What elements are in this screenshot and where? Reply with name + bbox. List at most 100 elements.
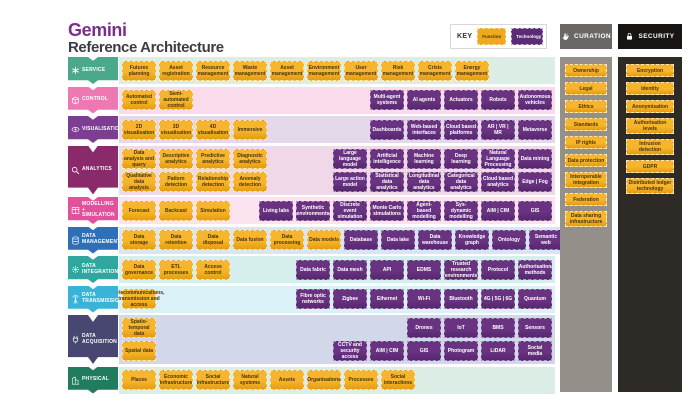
data-integration-band: Data governance ETL processes Access contr… [119, 256, 555, 283]
technology-box: 4G | 5G | 6G [481, 289, 515, 309]
function-box: Natural systems [233, 370, 267, 390]
technology-group: Living labs Synthetic environments Discret… [259, 200, 552, 221]
function-group: Data analysis and query Descriptive analy… [122, 148, 267, 169]
function-box: ETL processes [159, 259, 193, 280]
technology-box: Sys-dynamic modelling [444, 200, 478, 221]
technology-box: IoT [444, 318, 478, 338]
analytics-band: Data analysis and query Descriptive analy… [119, 145, 555, 195]
layer-row-visualisation: VISUALISATION 2D visualisation 3D visualis… [68, 116, 555, 143]
technology-box: Multi-agent systems [370, 90, 404, 110]
layer-label: DATA ACQUISITION [82, 332, 117, 345]
page-subtitle: Reference Architecture [68, 39, 224, 56]
box-line: Spatial data CCTV and security access AIM … [122, 341, 552, 361]
technology-box: Knowledge graph [455, 230, 489, 250]
technology-box: Data mining [518, 148, 552, 169]
modelling-simulation-band: Forecast Backcast Simulation Living labs Syn… [119, 197, 555, 224]
hand-icon [561, 32, 570, 41]
layer-label: VISUALISATION [82, 125, 123, 132]
function-box: Crisis management [418, 60, 452, 81]
technology-box: Data lake [381, 230, 415, 250]
layer-label: ANALYTICS [82, 166, 112, 173]
box-line: Data governance ETL processes Access contr… [122, 259, 552, 280]
box-line: Forecast Backcast Simulation Living labs Syn… [122, 200, 552, 221]
function-box: Predictive analytics [196, 148, 230, 169]
data-management-banner: DATA MANAGEMENT [68, 226, 118, 254]
key-label: KEY [457, 33, 473, 40]
padlock-icon [625, 32, 634, 41]
data-integration-banner: DATA INTEGRATION [68, 256, 118, 283]
function-box: Resource management [196, 60, 230, 81]
technology-group: Large language model Artificial intellige… [333, 148, 552, 169]
curation-header: CURATION [560, 24, 612, 49]
technology-box: Dashboards [370, 119, 404, 140]
function-box: 3D visualisation [159, 119, 193, 140]
technology-box: CCTV and security access [333, 341, 367, 361]
function-box: Immersive [233, 119, 267, 140]
technology-box: AIM | CIM [481, 200, 515, 221]
function-box: Backcast [159, 200, 193, 221]
antenna-icon [71, 294, 80, 304]
function-group: Data governance ETL processes Access contr… [122, 259, 230, 280]
technology-box: Wi-Fi [407, 289, 441, 309]
function-group: Telecommunications, transmission and acc… [114, 289, 164, 309]
function-box: Standards [565, 118, 607, 131]
technology-box: Statistical data analytics [370, 171, 404, 192]
key-technology-chip: Technology [511, 28, 544, 45]
technology-box: Zigbee [333, 289, 367, 309]
function-group: Futures planning Asset registration Resour… [122, 60, 489, 81]
technology-box: Drones [407, 318, 441, 338]
database-icon [71, 236, 80, 245]
function-box: Anomaly detection [233, 171, 267, 192]
layer-label: CONTROL [82, 96, 109, 103]
function-box: Identity [626, 82, 674, 95]
function-group: Forecast Backcast Simulation [122, 200, 230, 221]
security-header-label: SECURITY [638, 33, 675, 40]
function-box: Data processing [270, 230, 304, 250]
data-management-band: Data storage Data retention Data disposal D… [119, 226, 566, 254]
function-box: Data retention [159, 230, 193, 250]
technology-box: Autonomous vehicles [518, 90, 552, 110]
cube-icon [71, 96, 80, 105]
layer-row-data-integration: DATA INTEGRATION Data governance ETL proce… [68, 256, 555, 283]
function-box: Data protection [565, 154, 607, 167]
technology-box: AI agents [407, 90, 441, 110]
function-box: Data disposal [196, 230, 230, 250]
technology-box: Social media [518, 341, 552, 361]
key-function-chip: Function [477, 28, 507, 45]
function-box: Qualitative data analysis [122, 171, 156, 192]
technology-box: AIM | CIM [370, 341, 404, 361]
technology-box: Large language model [333, 148, 367, 169]
technology-group: Database Data lake Data warehouse Knowledge… [344, 230, 563, 250]
function-box: Authorisation levels [626, 118, 674, 134]
function-box: Ethics [565, 100, 607, 113]
eye-icon [71, 125, 80, 134]
function-group: Spatial data [122, 341, 156, 361]
visualisation-band: 2D visualisation 3D visualisation 4D visua… [119, 116, 555, 143]
data-acquisition-banner: DATA ACQUISITION [68, 315, 118, 364]
layer-row-modelling-simulation: MODELLING + SIMULATION Forecast Backcast Si… [68, 197, 555, 224]
physical-banner: PHYSICAL [68, 366, 118, 394]
function-group: Data storage Data retention Data disposal D… [122, 230, 341, 250]
technology-group: Dashboards Web-based interfaces Cloud base… [370, 119, 552, 140]
key-legend: KEY Function Technology [450, 24, 547, 49]
layer-row-data-management: DATA MANAGEMENT Data storage Data retentio… [68, 226, 566, 254]
function-box: IP rights [565, 136, 607, 149]
technology-box: Agent-based modelling [407, 200, 441, 221]
function-box: Social interactions [381, 370, 415, 390]
curation-header-label: CURATION [573, 33, 612, 40]
layer-label: DATA INTEGRATION [82, 262, 119, 275]
box-line: Automated control Semi-automated control M… [122, 90, 552, 110]
technology-box: Deep learning [444, 148, 478, 169]
technology-box: Semantic web [529, 230, 563, 250]
analytics-banner: ANALYTICS [68, 145, 118, 195]
function-box: Distributed ledger technology [626, 178, 674, 194]
technology-box: LiDAR [481, 341, 515, 361]
function-box: Waste management [233, 60, 267, 81]
layer-row-analytics: ANALYTICS Data analysis and query Descript… [68, 145, 555, 195]
layer-label: MODELLING + SIMULATION [82, 200, 115, 219]
technology-box: Robots [481, 90, 515, 110]
function-box: Social infrastructure [196, 370, 230, 390]
control-banner: CONTROL [68, 86, 118, 114]
function-box: Intrusion detection [626, 139, 674, 155]
technology-box: Trusted research environments [444, 259, 478, 280]
